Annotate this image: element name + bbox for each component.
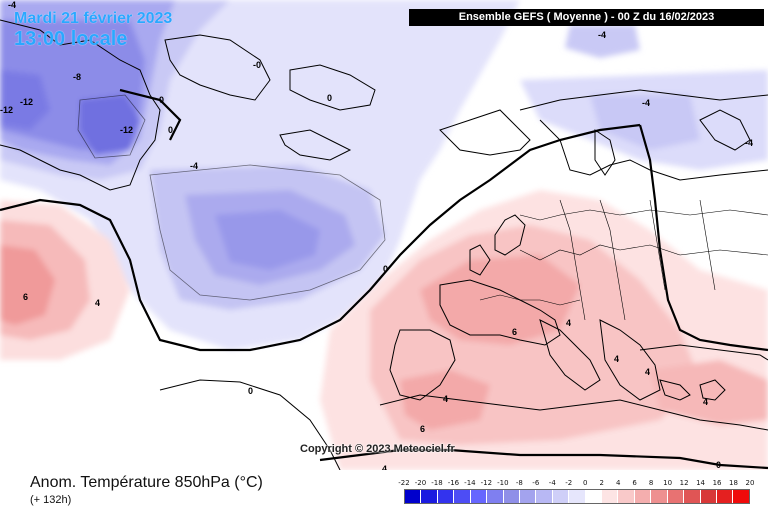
- contour-label: 0: [168, 125, 173, 135]
- legend-swatch: [552, 490, 570, 503]
- legend-swatch: [717, 490, 734, 503]
- contour-label: 4: [443, 394, 448, 404]
- forecast-date: Mardi 21 février 2023: [14, 10, 173, 27]
- contour-label: 0: [248, 386, 253, 396]
- contour-label: 4: [382, 464, 387, 470]
- legend-tick-label: -14: [464, 479, 476, 487]
- legend-swatch: [684, 490, 701, 503]
- legend-swatch: [618, 490, 635, 503]
- contour-label: 4: [95, 298, 100, 308]
- legend-swatch: [487, 490, 504, 503]
- legend-tick-label: -6: [532, 479, 540, 487]
- legend-tick-label: 14: [696, 479, 706, 487]
- contour-label: 4: [614, 354, 619, 364]
- contour-label: 6: [23, 292, 28, 302]
- contour-label: -4: [190, 161, 198, 171]
- contour-label: 0: [383, 264, 388, 274]
- color-legend: -22 -20 -18 -16 -14 -12 -10 -8 -6 -4 -2 0 2 4 6 8 10 12 14…: [398, 479, 754, 504]
- legend-tick-label: 10: [663, 479, 673, 487]
- legend-tick-label: 6: [632, 479, 637, 487]
- warm-anomaly-area: [0, 190, 768, 470]
- contour-label: 4: [645, 367, 650, 377]
- legend-swatch: [470, 490, 488, 503]
- contour-label: -8: [73, 72, 81, 82]
- contour-label: -12: [20, 97, 33, 107]
- legend-tick-labels: -22 -20 -18 -16 -14 -12 -10 -8 -6 -4 -2 0 2 4 6 8 10 12 14…: [398, 479, 754, 489]
- contour-label: 4: [703, 397, 708, 407]
- borders: [479, 199, 768, 321]
- legend-tick-label: -22: [398, 479, 410, 487]
- contour-label: 4: [566, 318, 571, 328]
- legend-tick-label: -16: [447, 479, 460, 487]
- contour-label: 0: [159, 95, 164, 105]
- contour-label: -12: [120, 125, 133, 135]
- contour-label: 6: [512, 327, 517, 337]
- legend-swatch: [536, 490, 553, 503]
- legend-swatch: [569, 490, 586, 503]
- legend-tick-label: 12: [679, 479, 689, 487]
- legend-swatch: [519, 490, 537, 503]
- legend-swatch: [602, 490, 619, 503]
- lead-time: (+ 132h): [30, 494, 72, 506]
- legend-tick-label: 20: [745, 479, 755, 487]
- anomaly-map: -4 -8 -12 -12 -12 0 -0 0 0 -4 -4 -4 -4 0…: [0, 0, 768, 470]
- legend-swatch: [503, 490, 520, 503]
- legend-swatch: [700, 490, 718, 503]
- contour-label: 0: [327, 93, 332, 103]
- contour-label: -4: [642, 98, 650, 108]
- legend-tick-label: -4: [548, 479, 556, 487]
- copyright-notice: Copyright © 2023 Meteociel.fr: [300, 443, 455, 455]
- legend-tick-label: -10: [497, 479, 509, 487]
- legend-tick-label: -12: [480, 479, 493, 487]
- contour-value-labels: -4 -8 -12 -12 -12 0 -0 0 0 -4 -4 -4 -4 0…: [0, 0, 753, 470]
- model-run-label: Ensemble GEFS ( Moyenne ) - 00 Z du 16/0…: [409, 9, 764, 26]
- legend-swatch: [634, 490, 652, 503]
- contour-label: 6: [420, 424, 425, 434]
- legend-swatch: [421, 490, 438, 503]
- parameter-title: Anom. Température 850hPa (°C): [30, 474, 263, 491]
- legend-swatch: [667, 490, 685, 503]
- contour-label: -4: [745, 138, 753, 148]
- contour-label: 0: [716, 460, 721, 470]
- legend-tick-label: -18: [431, 479, 443, 487]
- legend-tick-label: 4: [615, 479, 621, 487]
- legend-swatch: [437, 490, 455, 503]
- legend-swatch: [405, 490, 422, 503]
- legend-tick-label: -2: [565, 479, 573, 487]
- anomaly-contours: [77, 94, 386, 301]
- forecast-datetime: Mardi 21 février 2023 13:00 locale: [14, 10, 172, 50]
- forecast-time: 13:00 locale: [14, 28, 128, 50]
- zero-isotherms: [0, 88, 768, 470]
- legend-tick-label: -20: [414, 479, 427, 487]
- legend-tick-label: 8: [648, 479, 654, 487]
- legend-tick-label: 2: [599, 479, 604, 487]
- contour-label: -4: [8, 0, 16, 10]
- contour-label: -12: [0, 105, 13, 115]
- coastlines: [0, 19, 768, 470]
- legend-tick-label: 18: [729, 479, 738, 487]
- map-footer: Anom. Température 850hPa (°C) (+ 132h) -…: [0, 470, 768, 512]
- legend-swatch: [585, 490, 603, 503]
- legend-tick-label: -8: [515, 479, 523, 487]
- legend-tick-label: 16: [712, 479, 722, 487]
- contour-label: -0: [253, 60, 261, 70]
- legend-tick-label: 0: [583, 479, 588, 487]
- legend-color-bar: [404, 489, 750, 504]
- legend-swatch: [454, 490, 471, 503]
- legend-swatch: [651, 490, 668, 503]
- legend-swatch: [733, 490, 749, 503]
- contour-label: -4: [598, 30, 606, 40]
